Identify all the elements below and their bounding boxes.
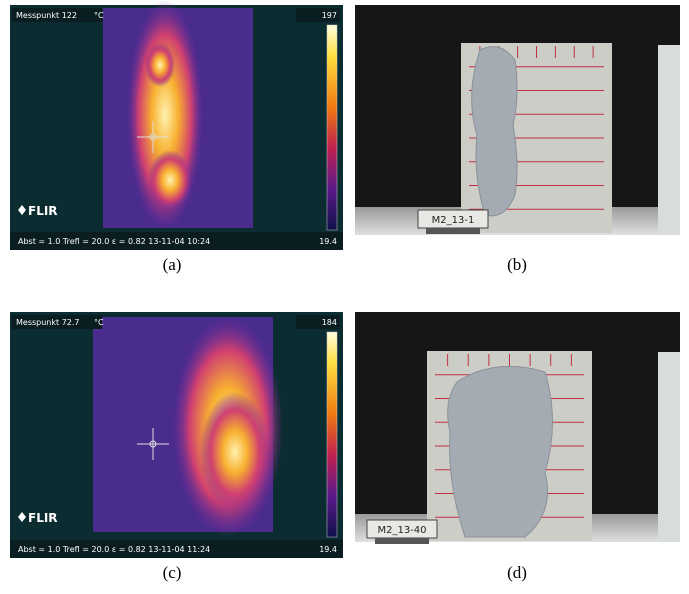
measure-label: Messpunkt 122 bbox=[16, 11, 77, 20]
brand: FLIR bbox=[28, 511, 58, 525]
caption: (d) bbox=[507, 563, 527, 582]
caption: (a) bbox=[163, 255, 182, 274]
panel: M2_13-1 bbox=[355, 5, 680, 235]
unit: °C bbox=[94, 318, 104, 327]
stand bbox=[375, 538, 429, 544]
brand: FLIR bbox=[28, 204, 58, 218]
hot-zone bbox=[200, 392, 270, 512]
color-bar bbox=[327, 25, 337, 230]
measure-label: Messpunkt 72.7 bbox=[16, 318, 80, 327]
scale-max: 184 bbox=[322, 318, 337, 327]
scale-max: 197 bbox=[322, 11, 337, 20]
hot-zone bbox=[148, 150, 192, 210]
footer: Abst = 1.0 Trefl = 20.0 ε = 0.82 13-11-0… bbox=[18, 545, 210, 554]
caption: (c) bbox=[163, 563, 182, 582]
scale-min: 19.4 bbox=[319, 237, 337, 246]
panel: Messpunkt 72.7 °C 184 Abst = 1.0 Trefl = 20… bbox=[10, 312, 343, 558]
caption: (b) bbox=[507, 255, 527, 274]
hot-zone bbox=[145, 43, 175, 87]
sign-text: M2_13-40 bbox=[377, 525, 426, 536]
unit: °C bbox=[94, 11, 104, 20]
damage bbox=[448, 366, 553, 537]
window bbox=[658, 45, 680, 235]
figure: Messpunkt 122 °C 197 Abst = 1.0 Trefl = 20.… bbox=[0, 0, 689, 594]
sign-text: M2_13-1 bbox=[432, 215, 475, 226]
stand bbox=[426, 228, 480, 234]
panel: Messpunkt 122 °C 197 Abst = 1.0 Trefl = 20.… bbox=[10, 0, 343, 250]
color-bar bbox=[327, 332, 337, 537]
scale-min: 19.4 bbox=[319, 545, 337, 554]
panel: M2_13-40 bbox=[355, 312, 680, 544]
footer: Abst = 1.0 Trefl = 20.0 ε = 0.82 13-11-0… bbox=[18, 237, 210, 246]
window bbox=[658, 352, 680, 542]
